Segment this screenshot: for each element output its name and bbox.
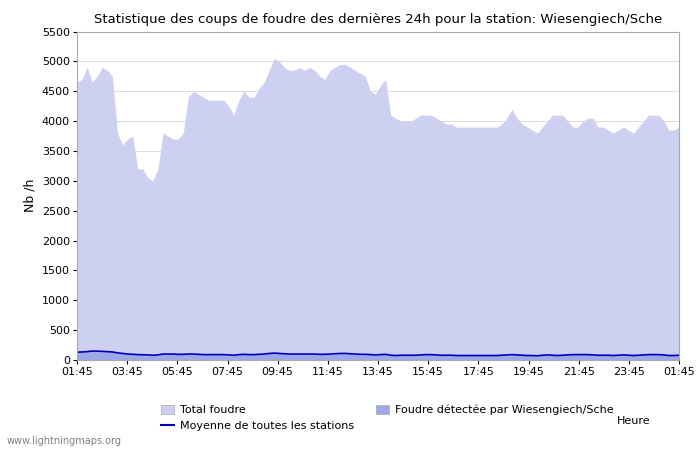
Legend: Total foudre, Moyenne de toutes les stations, Foudre détectée par Wiesengiech/Sc: Total foudre, Moyenne de toutes les stat…: [161, 405, 614, 431]
Text: www.lightningmaps.org: www.lightningmaps.org: [7, 436, 122, 446]
Text: Heure: Heure: [617, 416, 651, 426]
Y-axis label: Nb /h: Nb /h: [23, 179, 36, 212]
Title: Statistique des coups de foudre des dernières 24h pour la station: Wiesengiech/S: Statistique des coups de foudre des dern…: [94, 13, 662, 26]
